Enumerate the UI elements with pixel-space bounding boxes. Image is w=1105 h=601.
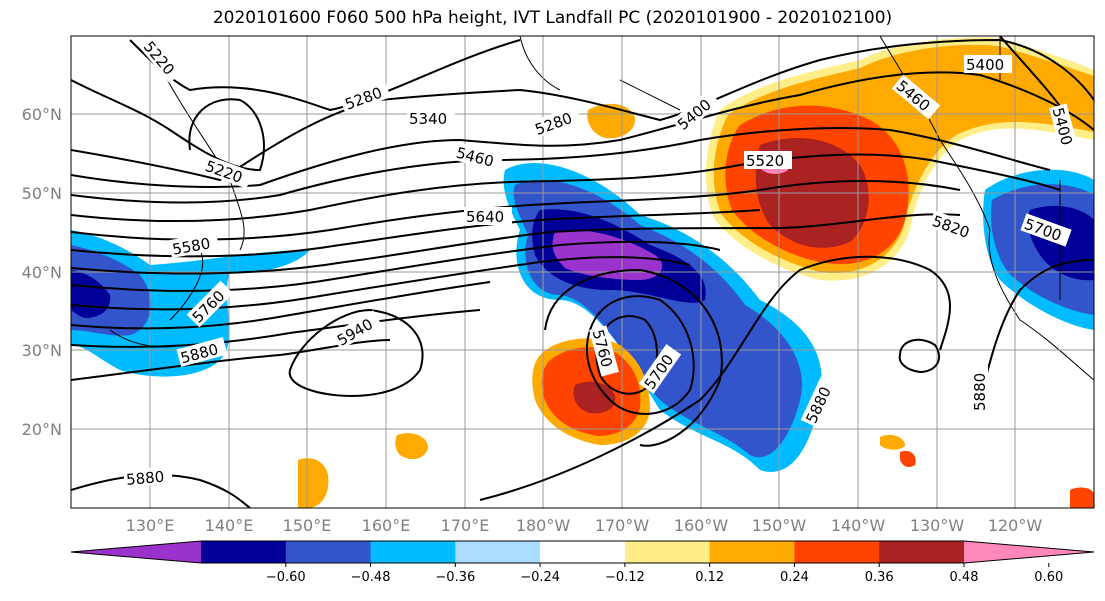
colorbar-tick-label: −0.36 (435, 570, 475, 585)
contour-label: 5400 (966, 56, 1004, 74)
lat-label-40n: 40°N (22, 263, 62, 282)
colorbar-segment (285, 541, 372, 563)
colorbar: −0.60 −0.48 −0.36 −0.24 −0.12 0.12 0.24 0.36 0.4… (70, 540, 1095, 585)
contour-label: 5340 (409, 110, 447, 128)
contour-label: 5880 (971, 373, 989, 411)
lon-label: 140°E (205, 516, 254, 535)
colorbar-segment (370, 541, 456, 563)
lon-label: 150°E (283, 516, 332, 535)
lon-label: 140°W (831, 516, 886, 535)
lon-label: 160°E (362, 516, 411, 535)
colorbar-tick-label: −0.48 (351, 570, 391, 585)
lat-label-60n: 60°N (22, 105, 62, 124)
colorbar-tick-label: 0.12 (695, 570, 724, 585)
lon-label: 130°E (126, 516, 175, 535)
colorbar-extend-min (71, 541, 201, 563)
colorbar-extend-max (964, 541, 1094, 563)
colorbar-segment (201, 541, 287, 563)
colorbar-tick-label: 0.36 (865, 570, 894, 585)
colorbar-segment (540, 541, 626, 563)
lon-label: 180°W (516, 516, 571, 535)
colorbar-tick-label: −0.60 (266, 570, 306, 585)
colorbar-segment (455, 541, 541, 563)
contour-label: 5640 (466, 208, 504, 226)
lat-label-50n: 50°N (22, 184, 62, 203)
map-panel: 5220 5280 5340 5220 5460 5280 5400 5400 … (71, 36, 1094, 508)
colorbar-tick-label: 0.24 (780, 570, 809, 585)
colorbar-segment (709, 541, 795, 563)
lon-label: 150°W (752, 516, 807, 535)
map-frame (70, 35, 1095, 509)
colorbar-segment (794, 541, 880, 563)
colorbar-outline (70, 540, 1095, 564)
colorbar-tick-label: −0.24 (520, 570, 560, 585)
longitude-labels: 130°E 140°E 150°E 160°E 170°E 180°W 170°… (126, 516, 1043, 535)
contour-label: 5880 (125, 468, 165, 489)
map-title: 2020101600 F060 500 hPa height, IVT Land… (212, 8, 893, 28)
lon-label: 160°W (674, 516, 729, 535)
contour-label: 5520 (746, 152, 784, 170)
lon-label: 120°W (988, 516, 1043, 535)
lat-label-30n: 30°N (22, 341, 62, 360)
lon-label: 170°W (595, 516, 650, 535)
lat-label-20n: 20°N (22, 420, 62, 439)
colorbar-tick-label: −0.12 (605, 570, 645, 585)
colorbar-tick-label: 0.48 (950, 570, 979, 585)
lon-label: 170°E (441, 516, 490, 535)
colorbar-segment (879, 541, 965, 563)
latitude-labels: 60°N 50°N 40°N 30°N 20°N (22, 105, 62, 439)
colorbar-tick-label: 0.60 (1034, 570, 1063, 585)
lon-label: 130°W (910, 516, 965, 535)
colorbar-segment (624, 541, 711, 563)
